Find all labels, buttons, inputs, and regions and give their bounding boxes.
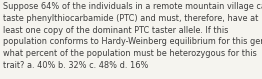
Text: population conforms to Hardy-Weinberg equilibrium for this gene,: population conforms to Hardy-Weinberg eq… (3, 37, 262, 46)
Text: Suppose 64% of the individuals in a remote mountain village can: Suppose 64% of the individuals in a remo… (3, 2, 262, 11)
Text: what percent of the population must be heterozygous for this: what percent of the population must be h… (3, 49, 257, 58)
Text: taste phenylthiocarbamide (PTC) and must, therefore, have at: taste phenylthiocarbamide (PTC) and must… (3, 14, 259, 23)
Text: least one copy of the dominant PTC taster allele. If this: least one copy of the dominant PTC taste… (3, 26, 228, 35)
Text: trait? a. 40% b. 32% c. 48% d. 16%: trait? a. 40% b. 32% c. 48% d. 16% (3, 61, 149, 70)
